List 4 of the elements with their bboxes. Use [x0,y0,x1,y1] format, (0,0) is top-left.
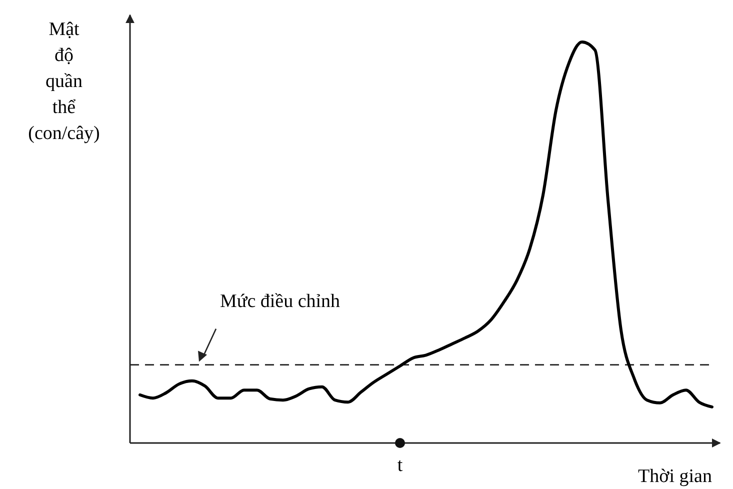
ref-line-label: Mức điều chỉnh [220,290,341,312]
y-axis-title: Mật độ quần thể (con/cây) [28,19,100,144]
x-axis-title: Thời gian [638,466,712,487]
text: t [397,455,404,476]
